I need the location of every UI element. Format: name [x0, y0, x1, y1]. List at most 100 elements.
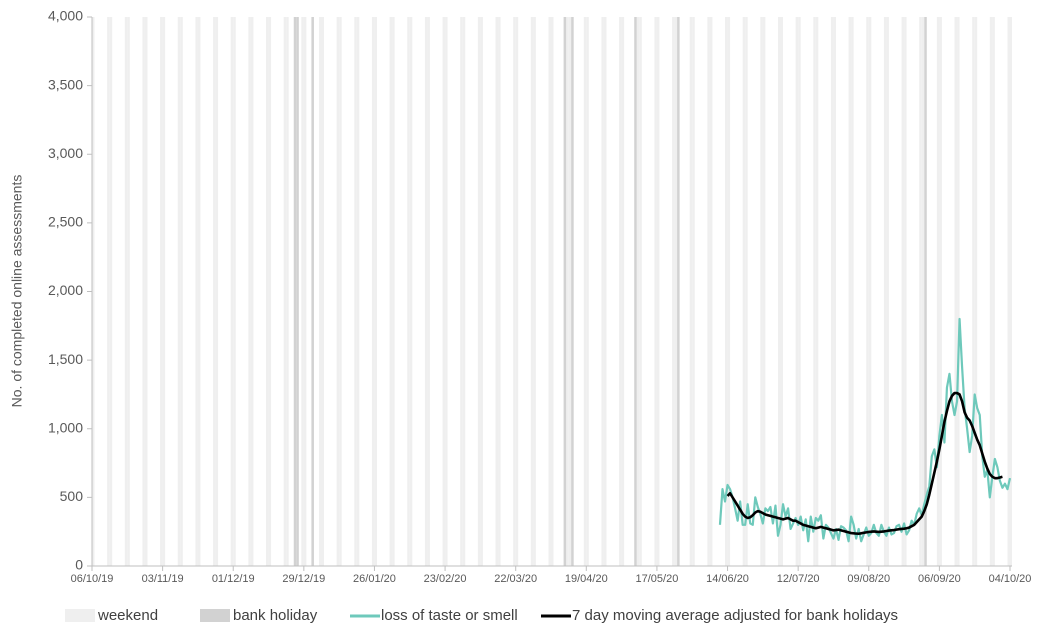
weekend-band [725, 17, 728, 566]
y-tick-label: 2,500 [48, 214, 83, 230]
weekend-band [92, 17, 95, 566]
weekend-band [124, 17, 128, 566]
weekend-band [407, 17, 410, 566]
weekend-band [883, 17, 887, 566]
weekend-band [936, 17, 940, 566]
weekend-band [495, 17, 499, 566]
series-line [718, 317, 1012, 543]
weekend-band [709, 17, 713, 566]
weekend-band [989, 17, 993, 566]
weekend-band [901, 17, 905, 566]
weekend-band [798, 17, 801, 566]
bank-holiday-band [296, 17, 299, 566]
weekend-band [283, 17, 287, 566]
weekend-band [180, 17, 183, 566]
weekend-band [639, 17, 642, 566]
series-line [726, 391, 1003, 536]
weekend-band [498, 17, 501, 566]
x-tick-label: 17/05/20 [636, 573, 679, 585]
weekend-band [144, 17, 148, 566]
weekend-band [162, 17, 166, 566]
weekend-band [477, 17, 481, 566]
weekend-band [548, 17, 551, 566]
weekend-band [654, 17, 657, 566]
weekend-band [566, 17, 569, 566]
legend-swatch [200, 609, 230, 622]
weekend-band [815, 17, 819, 566]
weekend-band [795, 17, 799, 566]
weekend-band [833, 17, 836, 566]
weekend-band [954, 17, 958, 566]
lines [718, 317, 1012, 543]
weekend-band [213, 17, 216, 566]
weekend-band [409, 17, 413, 566]
weekend-band [621, 17, 625, 566]
weekend-band [813, 17, 816, 566]
weekend-band [1010, 17, 1012, 566]
weekend-band [1007, 17, 1010, 566]
weekend-band [533, 17, 536, 566]
weekend-band [851, 17, 854, 566]
weekend-band [389, 17, 393, 566]
weekend-band [442, 17, 446, 566]
weekend-band [354, 17, 357, 566]
x-tick-label: 06/10/19 [71, 573, 114, 585]
x-tick-label: 04/10/20 [989, 573, 1032, 585]
x-tick-label: 29/12/19 [282, 573, 325, 585]
weekend-band [268, 17, 272, 566]
weekend-band [636, 17, 640, 566]
weekend-band [939, 17, 942, 566]
weekend-band [672, 17, 675, 566]
weekend-band [674, 17, 678, 566]
weekend-band [777, 17, 781, 566]
x-tick-label: 19/04/20 [565, 573, 608, 585]
weekend-band [707, 17, 710, 566]
axes: 0 500 1,000 1,500 2,000 2,500 3,000 3,500 4,000 0… [48, 8, 1031, 585]
weekend-band [656, 17, 660, 566]
weekend-band [424, 17, 428, 566]
weekend-band [745, 17, 748, 566]
bank-holiday-band [563, 17, 567, 566]
legend-swatch [65, 609, 95, 622]
legend-label: weekend [97, 607, 158, 624]
weekend-band [603, 17, 607, 566]
weekend-band [957, 17, 960, 566]
weekend-band [339, 17, 342, 566]
weekend-band [250, 17, 254, 566]
weekend-band [248, 17, 251, 566]
weekend-band [460, 17, 463, 566]
weekend-band [551, 17, 554, 566]
weekend-band [321, 17, 325, 566]
weekend-band [233, 17, 236, 566]
weekend-band [513, 17, 516, 566]
weekend-band [142, 17, 145, 566]
weekend-band [301, 17, 304, 566]
y-tick-label: 1,000 [48, 419, 83, 435]
weekend-band [127, 17, 130, 566]
weekend-band [742, 17, 746, 566]
y-tick-label: 3,000 [48, 145, 83, 161]
x-tick-label: 26/01/20 [353, 573, 396, 585]
weekend-band [480, 17, 483, 566]
weekend-band [286, 17, 289, 566]
y-tick-label: 500 [60, 488, 84, 504]
y-tick-label: 2,000 [48, 282, 83, 298]
weekend-band [107, 17, 110, 566]
weekend-band [689, 17, 693, 566]
x-tick-label: 01/12/19 [212, 573, 255, 585]
weekend-band [972, 17, 975, 566]
weekend-band [515, 17, 519, 566]
weekend-band [230, 17, 234, 566]
legend-label: loss of taste or smell [381, 607, 518, 624]
x-tick-label: 23/02/20 [424, 573, 467, 585]
x-tick-label: 03/11/19 [142, 573, 184, 585]
bank-holiday-band [293, 17, 297, 566]
weekend-band [462, 17, 466, 566]
x-tick-label: 14/06/20 [706, 573, 749, 585]
x-tick-label: 12/07/20 [777, 573, 820, 585]
weekend-band [109, 17, 113, 566]
y-tick-label: 4,000 [48, 8, 83, 24]
weekend-band [586, 17, 589, 566]
weekend-band [392, 17, 395, 566]
weekend-band [318, 17, 322, 566]
